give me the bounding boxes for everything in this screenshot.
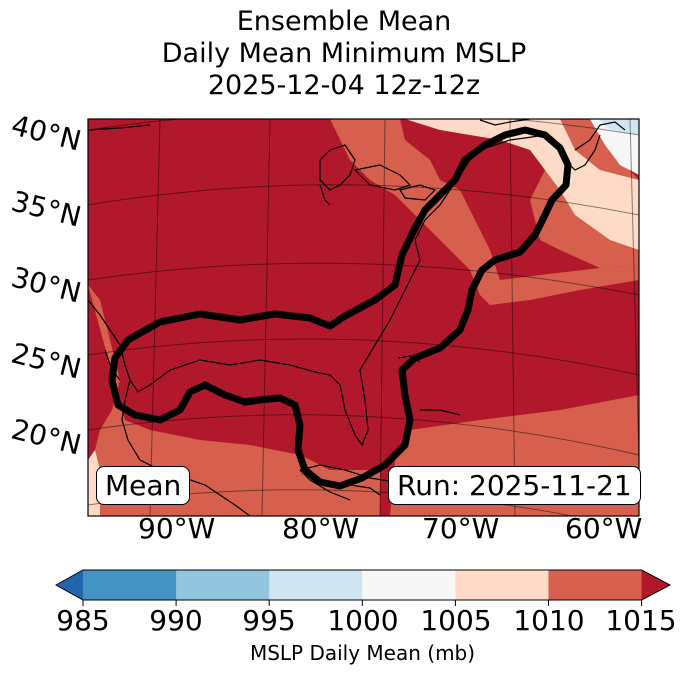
title-line-1: Ensemble Mean <box>236 6 452 37</box>
colorbar-extend-low <box>56 570 83 600</box>
colorbar-tick-995: 995 <box>242 604 296 637</box>
title-line-2: Daily Mean Minimum MSLP <box>161 38 527 69</box>
colorbar-extend-high <box>641 570 670 600</box>
colorbar-segment <box>362 570 456 600</box>
lon-label-60w: 60°W <box>565 512 643 545</box>
colorbar-segment <box>83 570 177 600</box>
colorbar-tick-1015: 1015 <box>605 604 677 637</box>
fill-1000-1005 <box>405 119 639 250</box>
fill-1005-1010-west <box>88 285 380 516</box>
title-line-3: 2025-12-04 12z-12z <box>207 70 481 101</box>
colorbar-label: MSLP Daily Mean (mb) <box>249 641 476 665</box>
mean-contour <box>108 126 572 490</box>
colorbar-segment <box>176 570 270 600</box>
coastlines <box>88 119 626 516</box>
run-label-box: Run: 2025-11-21 <box>388 466 641 505</box>
colorbar-tick-985: 985 <box>56 604 110 637</box>
map-frame <box>87 118 640 517</box>
lon-label-80w: 80°W <box>282 512 360 545</box>
colorbar-tick-1010: 1010 <box>513 604 585 637</box>
colorbar-segment <box>269 570 363 600</box>
colorbar-segment <box>455 570 549 600</box>
fill-995-1000 <box>590 119 639 175</box>
lon-label-70w: 70°W <box>422 512 500 545</box>
colorbar-tick-1005: 1005 <box>420 604 492 637</box>
colorbar-segment <box>548 570 643 600</box>
colorbar-tick-990: 990 <box>149 604 203 637</box>
fill-1005-1010-northeast <box>330 119 639 305</box>
lon-label-90w: 90°W <box>138 512 216 545</box>
mean-label-box: Mean <box>96 466 191 505</box>
colorbar <box>54 569 672 606</box>
colorbar-tick-1000: 1000 <box>327 604 399 637</box>
